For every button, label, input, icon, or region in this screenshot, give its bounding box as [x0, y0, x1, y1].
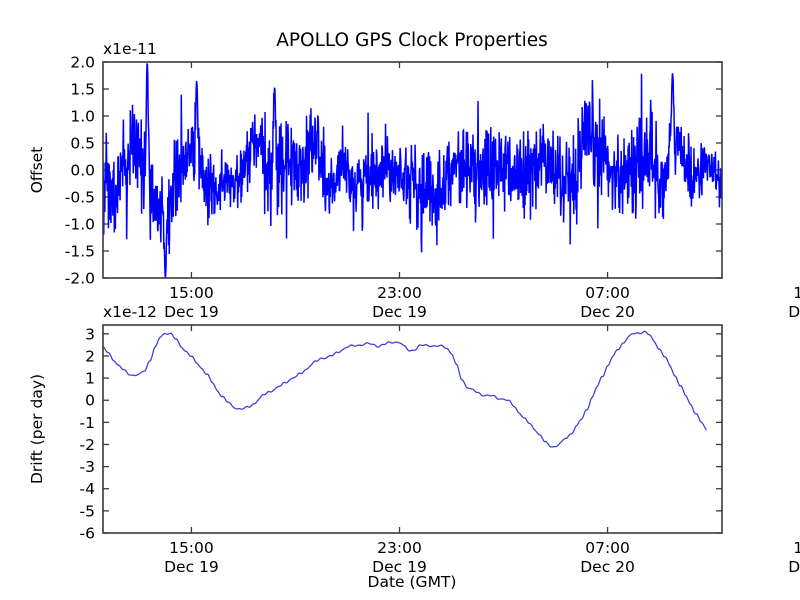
- drift-x-tick-sublabel: Dec 20: [580, 558, 635, 576]
- drift-y-tick-label: 2: [85, 347, 95, 365]
- drift-y-tick-label: -4: [80, 480, 95, 498]
- drift-y-tick-label: -3: [80, 458, 95, 476]
- drift-x-axis-label: Date (GMT): [368, 573, 457, 591]
- offset-y-axis-label: Offset: [28, 147, 46, 194]
- offset-y-tick-label: 1.0: [70, 108, 95, 126]
- drift-x-tick-sublabel: Dec 19: [372, 558, 427, 576]
- drift-x-tick-label: 15:00: [169, 539, 214, 557]
- offset-y-tick-label: -1.5: [65, 243, 95, 261]
- offset-y-tick-label: 0.5: [70, 135, 95, 153]
- offset-y-tick-label: 2.0: [70, 54, 95, 72]
- drift-x-tick-sublabel: Dec 19: [164, 558, 219, 576]
- drift-y-axis-label: Drift (per day): [28, 374, 46, 484]
- offset-x-tick-sublabel: Dec 20: [580, 303, 635, 321]
- offset-x-tick-sublabel: Dec 19: [164, 303, 219, 321]
- drift-axis-ticks: [103, 325, 722, 534]
- offset-x-tick-label: 15:00: [169, 284, 214, 302]
- chart-title: APOLLO GPS Clock Properties: [276, 30, 548, 51]
- drift-data-line: [103, 330, 707, 448]
- offset-x-tick-sublabel: Dec 20: [788, 303, 800, 321]
- offset-x-tick-label: 23:00: [377, 284, 422, 302]
- offset-y-tick-label: -2.0: [65, 270, 95, 288]
- drift-x-tick-label: 07:00: [585, 539, 630, 557]
- offset-y-tick-label: 0.0: [70, 162, 95, 180]
- drift-x-tick-label: 15:00: [793, 539, 800, 557]
- offset-data-line: [103, 63, 722, 278]
- offset-x-tick-sublabel: Dec 19: [372, 303, 427, 321]
- offset-axes-frame: [102, 61, 723, 279]
- offset-y-tick-label: -1.0: [65, 216, 95, 234]
- offset-x-tick-label: 07:00: [585, 284, 630, 302]
- offset-x-tick-label: 15:00: [793, 284, 800, 302]
- drift-y-tick-label: -1: [80, 414, 95, 432]
- drift-y-tick-label: -2: [80, 436, 95, 454]
- offset-y-tick-label: 1.5: [70, 81, 95, 99]
- drift-y-tick-label: 1: [85, 370, 95, 388]
- offset-axis-tick-labels: 2.01.51.00.50.0-0.5-1.0-1.5-2.015:00Dec …: [65, 54, 800, 322]
- offset-y-tick-label: -0.5: [65, 189, 95, 207]
- offset-axes: x1e-11 2.0 1.5 1.0 0.5 0.0 -0.5 -1.0 -1.5 -2.0 15…: [28, 40, 800, 321]
- drift-axis-multiplier: x1e-12: [103, 303, 157, 321]
- drift-x-tick-sublabel: Dec 20: [788, 558, 800, 576]
- offset-axis-multiplier: x1e-11: [103, 40, 157, 58]
- drift-x-tick-label: 23:00: [377, 539, 422, 557]
- drift-y-tick-label: -5: [80, 502, 95, 520]
- drift-y-tick-label: 3: [85, 325, 95, 343]
- drift-axes-frame: [102, 324, 723, 534]
- drift-y-tick-label: -6: [80, 525, 95, 543]
- drift-y-tick-label: 0: [85, 392, 95, 410]
